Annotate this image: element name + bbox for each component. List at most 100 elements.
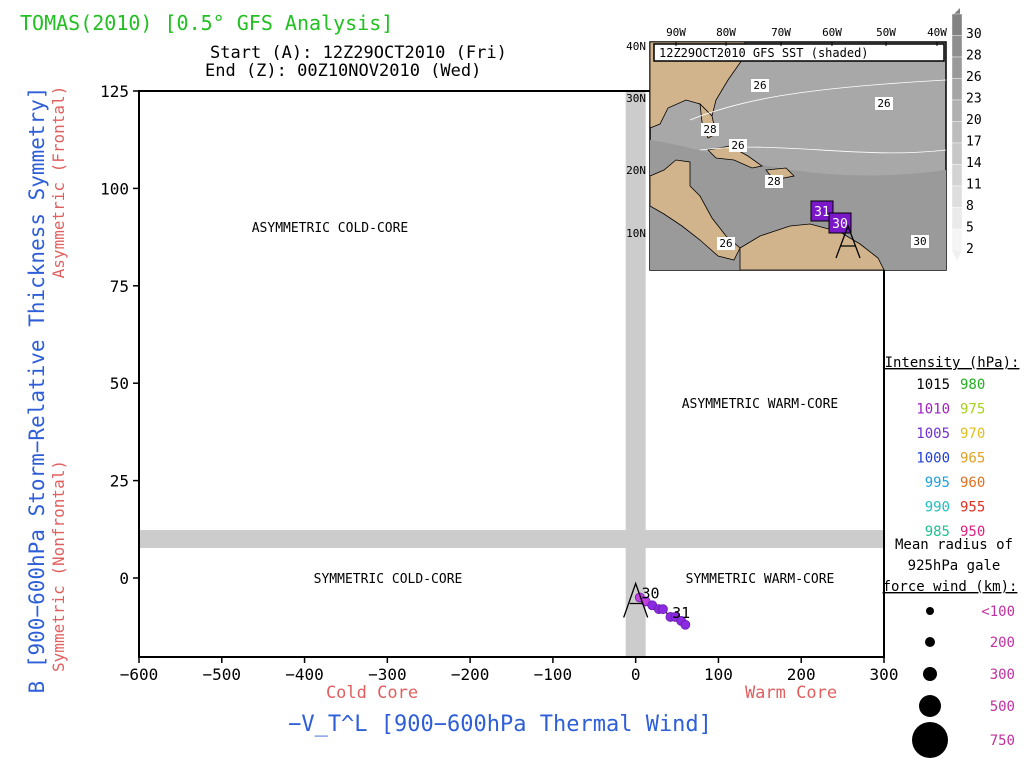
colorbar-label: 14 [966, 156, 982, 171]
x-tick-label: 300 [870, 665, 899, 684]
colorbar-label: 11 [966, 178, 982, 193]
y-axis-label: B [900−600hPa Storm−Relative Thickness S… [25, 87, 49, 694]
track-day-label: 30 [642, 585, 660, 603]
y-tick-label: 100 [100, 179, 129, 198]
radius-size-dot [925, 637, 935, 647]
intensity-value: 1010 [916, 402, 950, 418]
inset-sst-label-box [717, 237, 735, 250]
intensity-value: 995 [925, 475, 950, 491]
colorbar-segment [951, 121, 963, 144]
colorbar-label: 5 [966, 221, 974, 236]
inset-land-south-america [739, 223, 885, 271]
inset-day-label: 31 [814, 205, 830, 220]
inset-lat-label: 20N [626, 164, 646, 177]
inset-sst-label-box [875, 97, 893, 110]
inset-sst-label: 30 [913, 235, 926, 248]
inset-sst-label-box [911, 235, 929, 248]
inset-day-marker [810, 200, 834, 222]
storm-track: 3031A [623, 581, 691, 630]
y-sub-bottom-line: Symmetric (Nonfrontal) [49, 460, 68, 672]
inset-sst-contour [689, 79, 947, 121]
vertical-zero-band [625, 91, 646, 657]
inset-sst-label: 26 [731, 139, 744, 152]
radius-title-2: 925hPa gale [908, 558, 1001, 574]
colorbar-label: 8 [966, 199, 974, 214]
intensity-value: 985 [925, 524, 950, 540]
start-time: Start (A): 12Z29OCT2010 (Fri) [210, 43, 507, 63]
quadrant-top-right: ASYMMETRIC WARM-CORE [682, 397, 839, 412]
inset-sst-label: 28 [703, 123, 716, 136]
radius-size-dot [919, 695, 941, 717]
end-time: End (Z): 00Z10NOV2010 (Wed) [205, 61, 481, 81]
intensity-value: 970 [960, 426, 985, 442]
y-tick-label: 0 [119, 569, 129, 588]
radius-label: 300 [990, 667, 1015, 683]
intensity-value: 960 [960, 475, 985, 491]
x-sub-left: Cold Core [326, 683, 418, 703]
inset-sst-label-box [701, 123, 719, 136]
inset-sst-labels: 26 26 26 28 28 26 30 [689, 79, 947, 250]
inset-sst-label: 28 [767, 175, 780, 188]
colorbar-segment [951, 228, 963, 251]
inset-track: 3130A [810, 200, 861, 259]
inset-start-marker [835, 224, 861, 259]
inset-lon-label: 70W [771, 26, 791, 39]
inset-lat-label: 30N [626, 92, 646, 105]
inset-lon-label: 50W [876, 26, 896, 39]
radius-rows: <100 200 300 500 750 [912, 604, 1015, 758]
radius-label: 750 [990, 733, 1015, 749]
colorbar-label: 26 [966, 70, 982, 85]
track-point [680, 619, 691, 630]
colorbar-segment [951, 56, 963, 79]
inset-day-label: 30 [832, 217, 848, 232]
colorbar-segment [951, 207, 963, 230]
intensity-rows: 1015 980 1010 975 1005 970 1000 965 995 960 990 955… [916, 377, 985, 540]
radius-size-dot [912, 722, 948, 758]
radius-label: <100 [981, 604, 1015, 620]
inset-sst-label: 26 [719, 237, 732, 250]
colorbar-label: 30 [966, 27, 982, 42]
colorbar-label: 2 [966, 242, 974, 257]
intensity-value: 965 [960, 451, 985, 467]
horizontal-threshold-band [139, 530, 884, 549]
x-tick-label: −200 [451, 665, 490, 684]
inset-lon-label: 80W [716, 26, 736, 39]
inset-title-box [653, 43, 945, 62]
y-tick-label: 25 [110, 472, 129, 491]
intensity-value: 955 [960, 500, 985, 516]
x-tick-label: −500 [203, 665, 242, 684]
intensity-value: 980 [960, 377, 985, 393]
track-point [658, 604, 668, 615]
figure-title: TOMAS(2010) [0.5° GFS Analysis] [20, 11, 393, 35]
inset-title: 12Z29OCT2010 GFS SST (shaded) [659, 46, 869, 60]
y-axis-ticks: 0 25 50 75 100 125 [100, 82, 139, 588]
colorbar-label: 20 [966, 113, 982, 128]
intensity-value: 975 [960, 402, 985, 418]
x-tick-label: −100 [534, 665, 573, 684]
zero-bands [139, 91, 884, 657]
y-tick-label: 125 [100, 82, 129, 101]
colorbar-label: 17 [966, 135, 982, 150]
intensity-legend-title: Intensity (hPa): [885, 355, 1020, 371]
inset-sst-label-box [729, 139, 747, 152]
intensity-value: 990 [925, 500, 950, 516]
colorbar-top-arrow [954, 8, 960, 14]
quadrant-bottom-right: SYMMETRIC WARM-CORE [686, 572, 835, 587]
y-sub-bottom: Symmetric (Nonfrontal) [49, 460, 68, 672]
x-tick-label: −300 [368, 665, 407, 684]
y-tick-label: 50 [110, 374, 129, 393]
track-day-label: 31 [672, 604, 690, 622]
colorbar-segment [951, 164, 963, 187]
colorbar-bottom-arrow [952, 250, 962, 261]
colorbar-segment [951, 142, 963, 165]
sst-colorbar: 30 28 26 23 20 17 14 11 8 5 2 [951, 8, 982, 261]
inset-sst-label: 26 [877, 97, 890, 110]
radius-size-dot [923, 667, 937, 681]
colorbar-segment [951, 35, 963, 58]
colorbar-segment [951, 99, 963, 122]
intensity-value: 1005 [916, 426, 950, 442]
inset-sst-label-box [765, 175, 783, 188]
inset-axes: 90W 80W 70W 60W 50W 40W 40N 30N 20N 10N [626, 26, 947, 240]
quadrant-bottom-left: SYMMETRIC COLD-CORE [314, 572, 463, 587]
